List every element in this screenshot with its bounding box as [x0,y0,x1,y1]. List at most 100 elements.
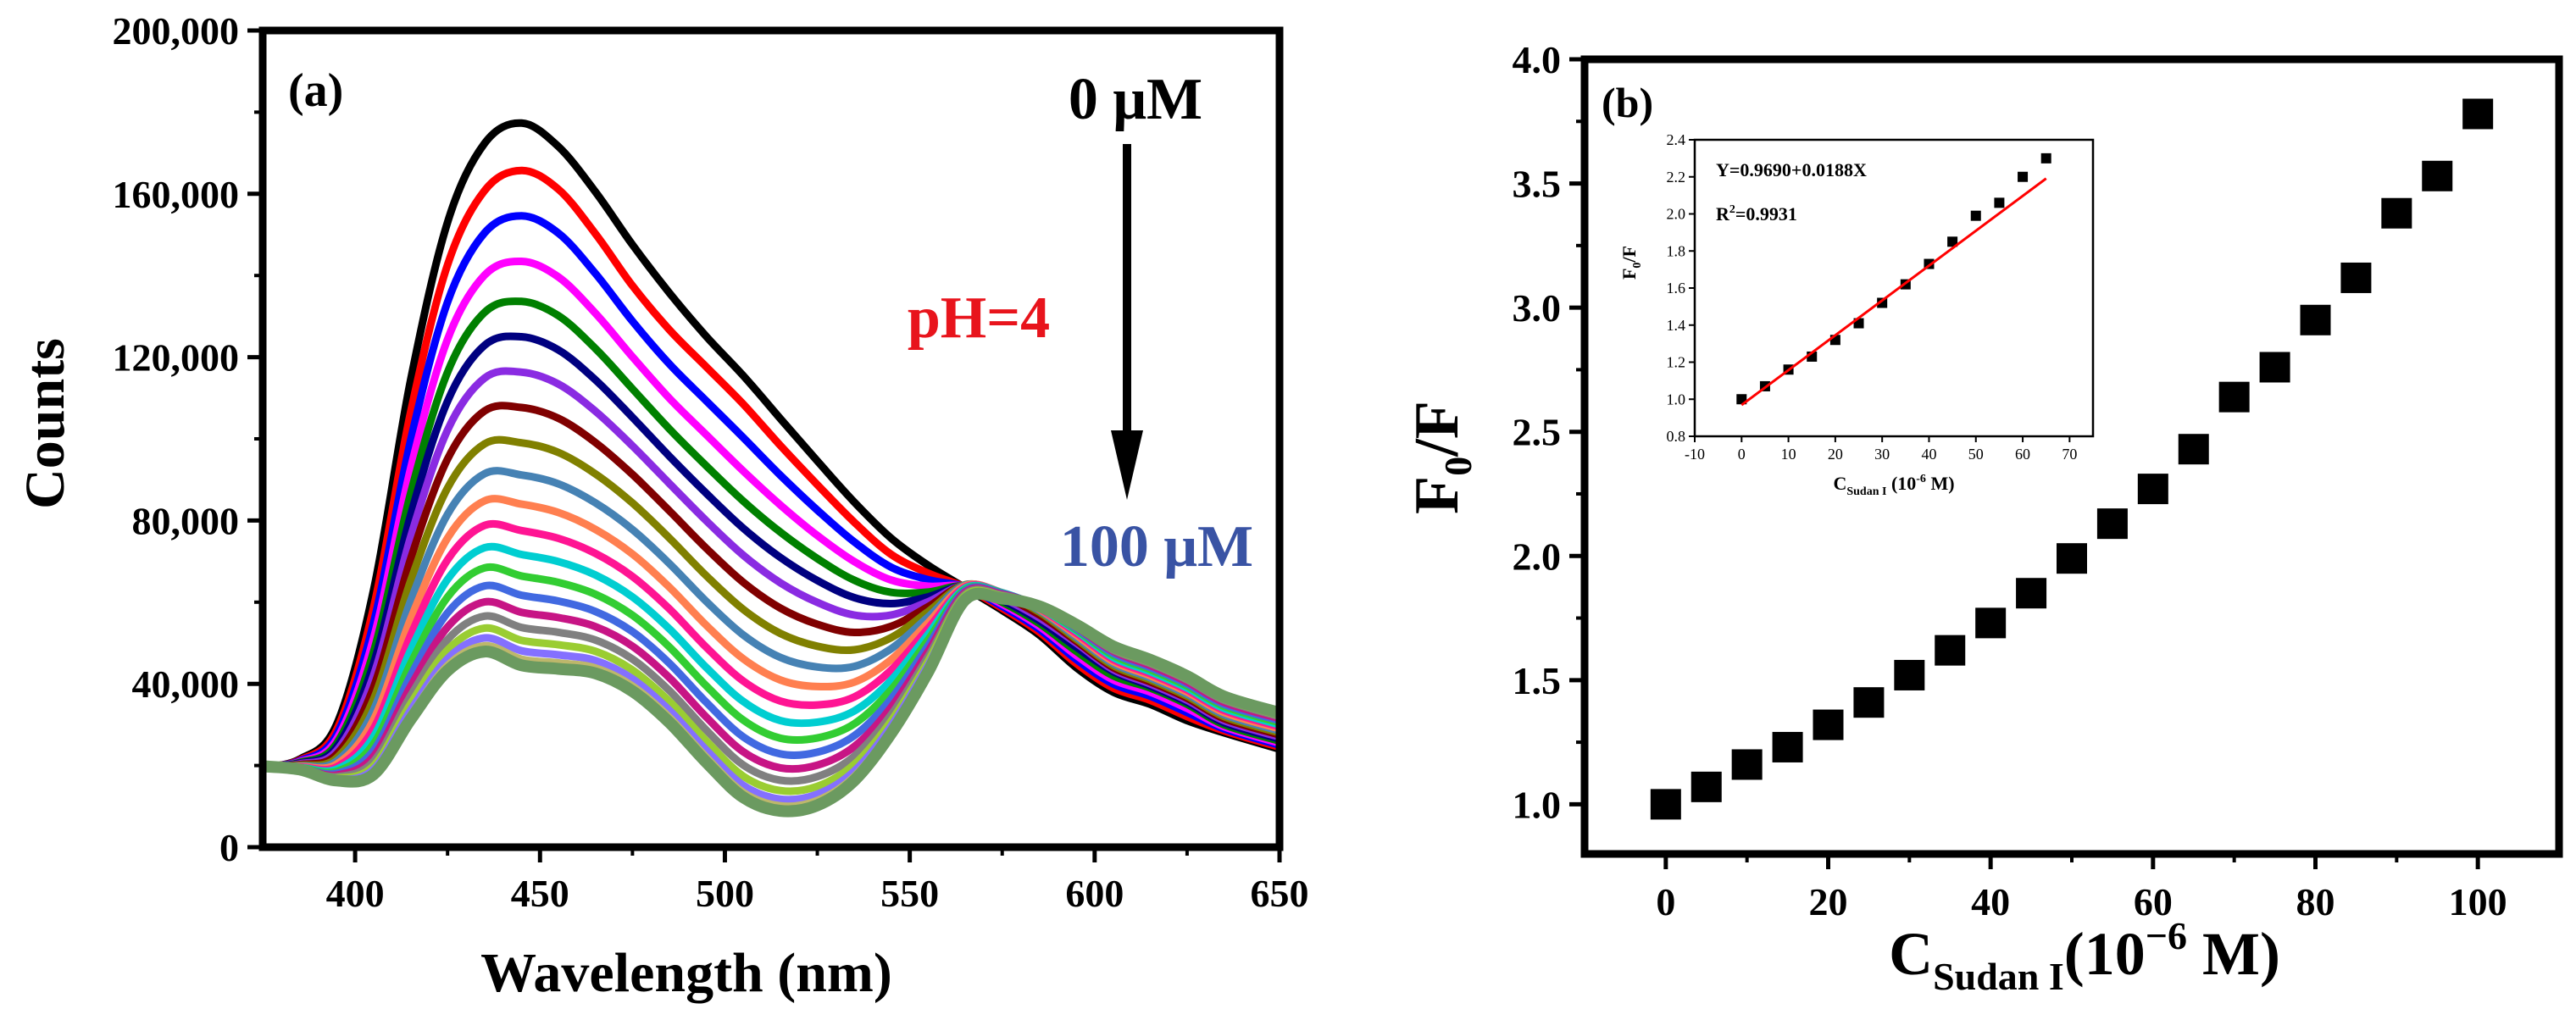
inset-frame [1693,138,2095,438]
inset-y-tick-label: 1.0 [1667,391,1686,407]
x-tick-label-a: 650 [1251,872,1309,915]
concentration-end-label: 100 μM [1060,514,1253,579]
data-point [1650,789,1681,820]
inset-points [1736,152,2051,405]
y-tick-label-a: 0 [219,826,239,869]
ph-label: pH=4 [908,285,1050,351]
inset-y-tick-label: 1.2 [1667,354,1686,371]
x-tick-label-a: 500 [696,872,754,915]
inset-r-squared: R2=0.9931 [1716,203,1797,225]
data-point [1935,635,1966,666]
data-point [2462,98,2494,130]
inset-y-tick-label: 1.6 [1667,280,1686,297]
inset-y-tail: /F [1618,246,1640,263]
inset-data-point [2018,171,2029,182]
data-point [2218,381,2250,413]
r2-main: R [1716,203,1730,225]
data-point [2300,304,2331,335]
x-tick-label-a: 600 [1065,872,1124,915]
inset-y-tick-label: 1.4 [1667,317,1686,334]
data-point [1690,771,1722,802]
inset-x-main: C [1833,473,1846,494]
x-title-tail: M) [2187,920,2280,988]
y-tick-label-a: 200,000 [113,9,240,53]
y-title-tail: /F [1402,401,1472,457]
inset-y-axis: 0.8 1.0 1.2 1.4 1.6 1.8 2.0 2.2 2.4 [1667,131,1695,445]
inset-x-tick-label: 70 [2062,446,2077,463]
y-tick-label-b: 2.5 [1513,411,1562,454]
x-axis-title-a: Wavelength (nm) [480,942,892,1004]
emission-spectra-chart: 400 450 500 550 600 650 0 40,000 80,000 120,000 1… [14,9,1309,1004]
data-point [2381,197,2412,229]
inset-x-tick-label: 30 [1874,446,1890,463]
y-axis-title-b: F0/F [1402,401,1480,514]
concentration-start-label: 0 μM [1069,67,1202,132]
inset-x-title: CSudan I (10-6 M) [1833,473,1954,498]
data-point [2340,262,2372,293]
inset-x-exp: -6 [1916,473,1926,485]
data-point [2016,578,2047,609]
data-point [1772,731,1803,762]
inset-equation: Y=0.9690+0.0188X [1716,159,1867,180]
inset-y-sub: 0 [1631,263,1644,269]
inset-data-point [1994,197,2005,208]
x-title-unit: (10 [2064,920,2146,988]
y-tick-label-a: 160,000 [113,173,240,216]
data-point [2259,352,2290,383]
x-tick-label-b: 80 [2296,880,2335,923]
inset-data-point [1877,297,1888,308]
spectrum-line-21 [262,587,1281,818]
x-title-main: C [1889,920,1933,988]
y-title-sub: 0 [1436,457,1480,476]
inset-x-tail: M) [1926,473,1955,494]
r2-exp: 2 [1729,203,1735,216]
inset-x-tick-label: 0 [1738,446,1746,463]
y-axis-b: 1.0 1.5 2.0 2.5 3.0 3.5 4.0 [1513,38,1585,826]
x-axis-b: 0 20 40 60 80 100 [1656,854,2507,923]
x-tick-label-b: 20 [1809,880,1848,923]
data-point [1853,687,1885,718]
inset-y-main: F [1618,269,1640,280]
data-point [1894,659,1925,690]
decrease-arrow-icon [1111,430,1143,500]
inset-y-tick-label: 2.2 [1667,169,1686,186]
y-axis-a: 0 40,000 80,000 120,000 160,000 200,000 [113,9,263,869]
x-title-sub: Sudan I [1933,955,2064,998]
x-tick-label-b: 60 [2134,880,2173,923]
data-point [1731,749,1763,780]
inset-x-sub: Sudan I [1846,485,1886,498]
y-tick-label-a: 40,000 [132,662,240,706]
inset-data-point [2040,152,2051,164]
x-tick-label-a: 400 [326,872,385,915]
y-axis-title-a: Counts [14,338,76,509]
inset-data-point [1947,236,1958,247]
data-point [2178,434,2209,465]
x-axis-title-b: CSudan I(10−6 M) [1889,914,2280,998]
x-tick-label-b: 40 [1971,880,2010,923]
inset-x-tick-label: 60 [2015,446,2030,463]
inset-x-tick-label: -10 [1685,446,1705,463]
inset-x-tick-label: 10 [1781,446,1796,463]
x-tick-label-a: 450 [511,872,569,915]
y-tick-label-b: 3.5 [1513,163,1562,206]
inset-x-tick-label: 20 [1828,446,1843,463]
y-tick-label-b: 3.0 [1513,286,1562,330]
inset-y-tick-label: 1.8 [1667,242,1686,259]
data-point [2096,508,2128,540]
x-tick-label-a: 550 [880,872,939,915]
data-point [2057,543,2087,574]
x-tick-label-b: 0 [1656,880,1675,923]
inset-y-title: F0/F [1618,246,1644,280]
r2-tail: =0.9931 [1735,203,1797,225]
inset-x-tick-label: 50 [1968,446,1984,463]
panel-label-b: (b) [1602,79,1653,126]
data-point [2137,474,2168,505]
x-title-exp: −6 [2146,914,2187,957]
inset-x-tick-label: 40 [1921,446,1936,463]
inset-x-unit: (10 [1886,473,1916,494]
y-tick-label-a: 120,000 [113,336,240,380]
y-title-main: F [1402,476,1472,514]
y-tick-label-b: 2.0 [1513,535,1562,578]
quenching-points [1650,98,2494,820]
